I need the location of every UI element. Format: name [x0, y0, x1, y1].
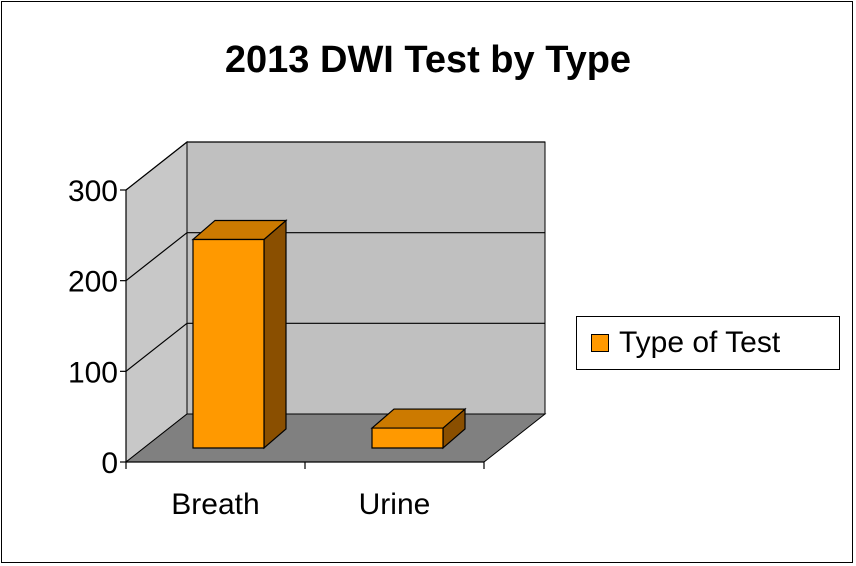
gridline [125, 141, 545, 191]
side-wall [125, 140, 188, 464]
bar-urine [370, 407, 467, 450]
legend-swatch [591, 334, 609, 352]
y-tick-labels: 0 100 200 300 [68, 175, 118, 480]
floor [124, 413, 547, 463]
bar-front [192, 238, 265, 449]
chart-title: 2013 DWI Test by Type [224, 39, 632, 81]
x-tick-labels: Breath Urine [171, 488, 430, 521]
gridline [125, 232, 545, 282]
gridline [125, 322, 545, 372]
y-tick-label: 300 [68, 175, 118, 208]
x-tick-label: Urine [359, 488, 431, 521]
bar-side [263, 219, 287, 450]
legend: Type of Test [576, 316, 840, 370]
bar-front [371, 427, 444, 449]
x-tick-label: Breath [171, 488, 259, 521]
y-tick-label: 100 [68, 356, 118, 389]
bar-breath [191, 219, 288, 450]
y-tick-label: 0 [101, 447, 118, 480]
bars [191, 219, 467, 450]
y-tick-label: 200 [68, 266, 118, 299]
axes [120, 189, 485, 469]
gridlines [125, 141, 545, 372]
legend-label: Type of Test [619, 326, 781, 359]
